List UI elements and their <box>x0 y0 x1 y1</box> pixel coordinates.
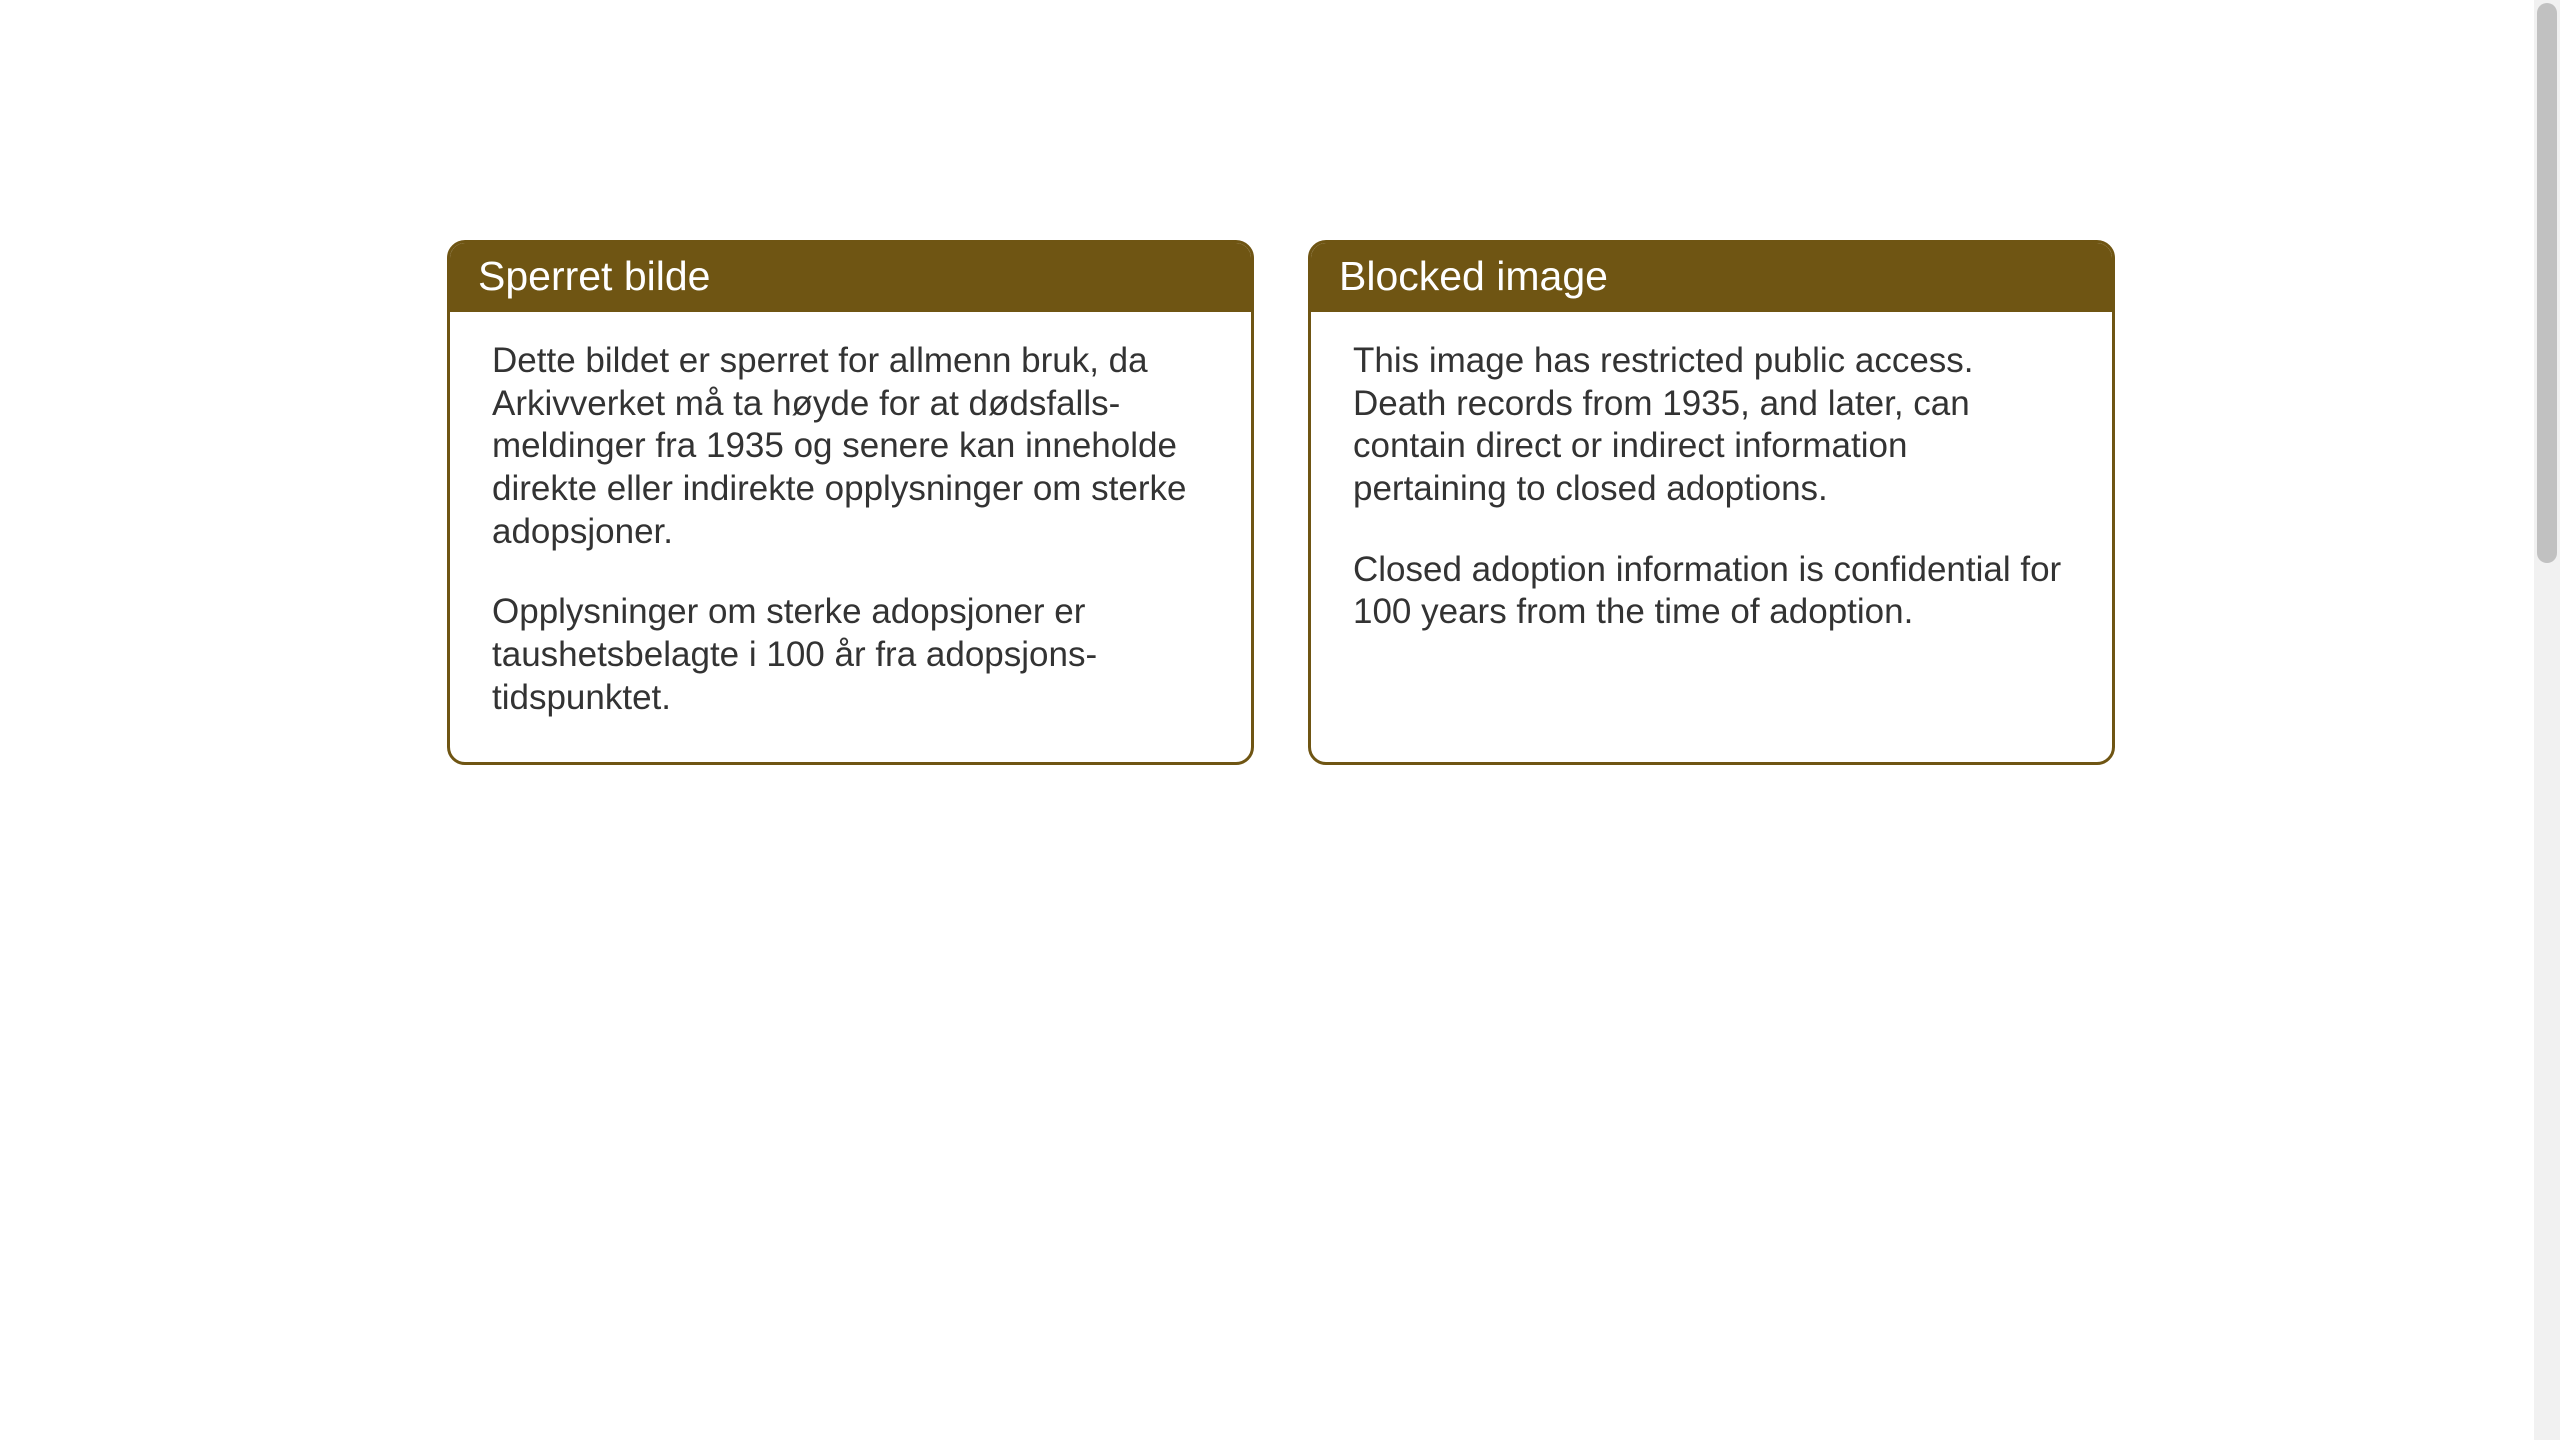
notice-paragraph-2-norwegian: Opplysninger om sterke adopsjoner er tau… <box>492 591 1209 719</box>
scrollbar-thumb[interactable] <box>2537 3 2557 563</box>
notice-container: Sperret bilde Dette bildet er sperret fo… <box>0 0 2560 765</box>
notice-box-english: Blocked image This image has restricted … <box>1308 240 2115 765</box>
notice-box-norwegian: Sperret bilde Dette bildet er sperret fo… <box>447 240 1254 765</box>
notice-body-norwegian: Dette bildet er sperret for allmenn bruk… <box>450 312 1251 762</box>
notice-paragraph-1-norwegian: Dette bildet er sperret for allmenn bruk… <box>492 340 1209 553</box>
notice-header-english: Blocked image <box>1311 243 2112 312</box>
scrollbar-track[interactable] <box>2534 0 2560 1440</box>
notice-title-norwegian: Sperret bilde <box>478 253 710 299</box>
notice-paragraph-2-english: Closed adoption information is confident… <box>1353 549 2070 634</box>
notice-body-english: This image has restricted public access.… <box>1311 312 2112 676</box>
notice-header-norwegian: Sperret bilde <box>450 243 1251 312</box>
notice-title-english: Blocked image <box>1339 253 1608 299</box>
notice-paragraph-1-english: This image has restricted public access.… <box>1353 340 2070 511</box>
